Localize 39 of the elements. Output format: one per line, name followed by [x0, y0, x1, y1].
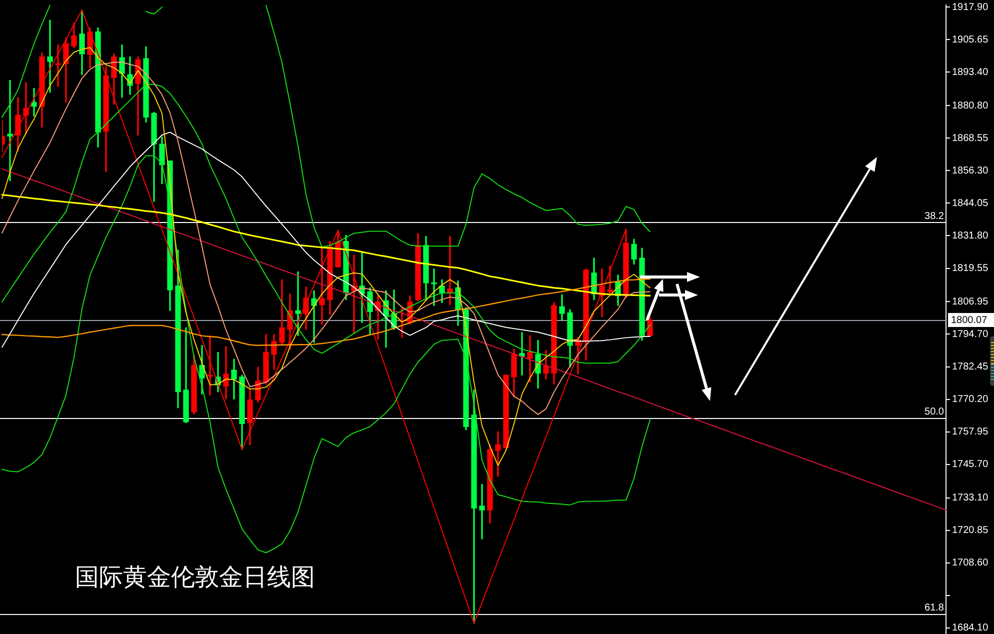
y-tick-label: 1844.05 [952, 198, 989, 209]
candlestick [31, 88, 37, 117]
y-tick-label: 1880.80 [952, 100, 989, 112]
candlestick [519, 332, 525, 376]
annotation: 38.2 [924, 211, 944, 222]
y-tick-label: 1745.70 [952, 459, 989, 470]
candlestick [47, 20, 53, 93]
candlestick [7, 80, 13, 182]
y-tick-label: 1856.30 [952, 165, 989, 176]
y-tick-label: 1770.20 [952, 394, 989, 406]
y-tick-label: 1868.55 [952, 132, 989, 144]
y-tick-label: 1831.80 [952, 230, 989, 242]
candlestick [527, 335, 533, 382]
y-tick-label: 1708.60 [952, 558, 989, 569]
candlestick [495, 431, 501, 477]
candlestick [479, 484, 485, 540]
y-tick-label: 1819.55 [952, 263, 989, 274]
candlestick [55, 44, 61, 87]
y-tick-label: 1733.10 [952, 492, 989, 504]
text: 国际黄金伦敦金日线图 [75, 563, 315, 591]
candlestick [319, 248, 325, 325]
y-tick-label: 1684.10 [952, 622, 989, 634]
y-tick-label: 1720.85 [952, 525, 989, 536]
candlestick [447, 236, 453, 306]
candlestick [231, 358, 237, 400]
annotation: 61.8 [924, 602, 944, 614]
ref-line-label: 1800.07 [951, 315, 988, 326]
y-tick-label: 1917.90 [952, 2, 989, 13]
candlestick [431, 268, 437, 306]
y-tick-label: 1806.95 [952, 296, 989, 308]
y-tick-label: 1757.95 [952, 426, 989, 438]
candlestick [207, 335, 213, 396]
candlestick [223, 346, 229, 400]
y-tick-label: 1782.45 [952, 362, 989, 373]
annotation: 50.0 [924, 406, 944, 418]
y-tick-label: 1905.65 [952, 34, 989, 46]
y-tick-label: 1893.40 [952, 66, 989, 78]
candlestick [311, 290, 317, 343]
y-tick-label: 1794.70 [952, 328, 989, 340]
